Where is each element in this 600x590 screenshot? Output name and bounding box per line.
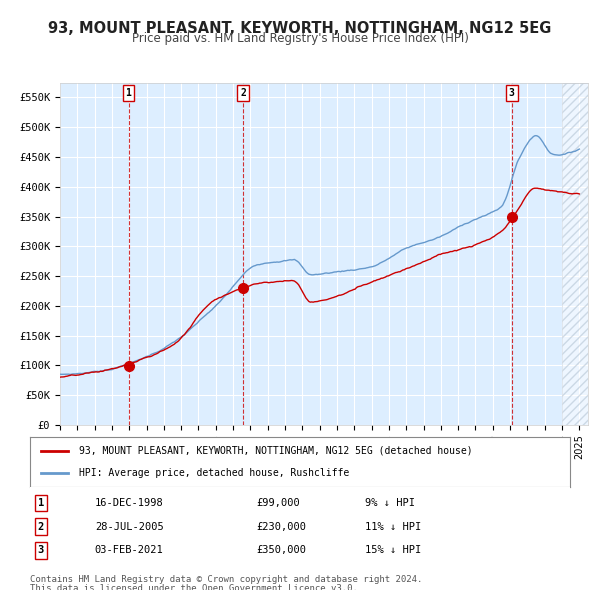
Text: 03-FEB-2021: 03-FEB-2021 <box>95 546 164 555</box>
Text: 2: 2 <box>38 522 44 532</box>
Text: 15% ↓ HPI: 15% ↓ HPI <box>365 546 421 555</box>
Text: 1: 1 <box>38 498 44 507</box>
Text: Price paid vs. HM Land Registry's House Price Index (HPI): Price paid vs. HM Land Registry's House … <box>131 32 469 45</box>
Text: This data is licensed under the Open Government Licence v3.0.: This data is licensed under the Open Gov… <box>30 584 358 590</box>
Text: 3: 3 <box>509 88 515 98</box>
Text: £230,000: £230,000 <box>257 522 307 532</box>
Text: 11% ↓ HPI: 11% ↓ HPI <box>365 522 421 532</box>
Text: 28-JUL-2005: 28-JUL-2005 <box>95 522 164 532</box>
Text: 3: 3 <box>38 546 44 555</box>
Text: HPI: Average price, detached house, Rushcliffe: HPI: Average price, detached house, Rush… <box>79 468 349 478</box>
Text: 93, MOUNT PLEASANT, KEYWORTH, NOTTINGHAM, NG12 5EG: 93, MOUNT PLEASANT, KEYWORTH, NOTTINGHAM… <box>49 21 551 35</box>
Text: £99,000: £99,000 <box>257 498 301 507</box>
Text: 2: 2 <box>240 88 246 98</box>
Text: Contains HM Land Registry data © Crown copyright and database right 2024.: Contains HM Land Registry data © Crown c… <box>30 575 422 584</box>
Text: £350,000: £350,000 <box>257 546 307 555</box>
Text: 1: 1 <box>125 88 131 98</box>
Text: 9% ↓ HPI: 9% ↓ HPI <box>365 498 415 507</box>
Text: 93, MOUNT PLEASANT, KEYWORTH, NOTTINGHAM, NG12 5EG (detached house): 93, MOUNT PLEASANT, KEYWORTH, NOTTINGHAM… <box>79 445 472 455</box>
Text: 16-DEC-1998: 16-DEC-1998 <box>95 498 164 507</box>
